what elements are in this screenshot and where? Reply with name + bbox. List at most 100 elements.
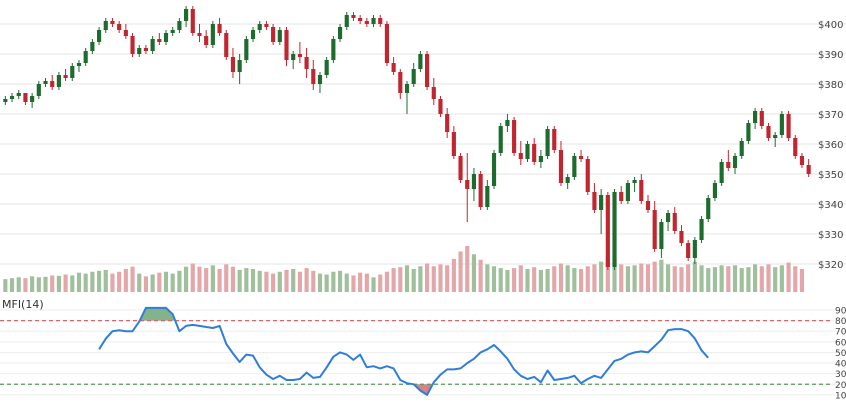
candle [786,111,791,141]
candle-body [445,114,450,132]
candle [123,24,128,39]
candle [619,186,624,204]
volume-bar [425,263,430,292]
candle [404,81,410,114]
candle-body [632,180,637,183]
candle [163,30,169,45]
candle-body [16,93,21,96]
volume-bar [210,265,215,292]
candle-body [425,54,430,87]
candle-body [304,57,309,69]
price-tick-label: $390 [818,50,843,61]
volume-bar [217,269,222,292]
volume-bar [451,258,456,292]
volume-bar [578,269,584,292]
candle-body [532,144,537,162]
volume-bar [184,266,189,292]
volume-bar [250,269,256,292]
candle-body [799,156,805,165]
volume-bar [753,264,758,292]
candle-body [612,192,617,267]
candle-body [311,69,316,84]
candle [552,126,557,153]
price-tick-label: $350 [818,170,843,181]
candle-body [163,33,169,42]
mfi-threshold-lines [0,320,832,385]
candle-body [324,60,329,75]
candle [271,24,276,45]
volume-bar [659,259,664,292]
candle [384,21,389,66]
candle [170,27,175,36]
candle-body [364,21,369,24]
candle-body [358,18,363,21]
candle [565,174,570,189]
candle [498,123,503,156]
volume-bar [404,265,410,292]
candle [398,69,403,99]
candle [445,108,450,138]
candle-body [291,54,296,60]
volume-bar [632,265,637,292]
candle [512,117,517,156]
mfi-tick-label: 10 [835,391,846,401]
volume-bar [50,275,55,292]
volume-bar [337,270,343,292]
candle-body [465,180,470,189]
price-tick-label: $340 [818,200,843,211]
candle [30,93,35,108]
candle [491,150,497,189]
candle-body [458,156,463,180]
volume-bar [237,269,242,292]
volume-bar [726,266,731,292]
candle [605,192,610,270]
volume-bar [36,277,41,292]
candle [799,153,805,168]
candle-body [746,123,751,141]
candle-body [605,195,610,267]
volume-bar [143,276,149,292]
candle [76,60,82,72]
candle [90,39,95,54]
volume-bar [130,266,135,292]
candle [277,27,282,45]
candle-body [779,114,784,135]
candle [793,135,798,159]
candle-body [76,63,82,66]
candle [645,195,651,213]
candle-body [619,192,624,201]
candle-body [578,156,584,159]
volume-bar [491,266,497,292]
mfi-tick-label: 50 [835,349,846,359]
candle-body [706,198,711,219]
volume-bar [759,266,764,292]
candle-body [639,180,644,201]
mfi-tick-label: 20 [835,381,846,391]
candle-body [672,213,677,231]
candle [291,51,296,69]
volume-bar [605,257,610,292]
volume-bar [545,269,550,292]
candle-body [224,33,229,57]
candle [177,18,182,33]
volume-bar [799,269,805,292]
candle-body [692,240,697,258]
candle-body [177,21,182,30]
volume-bar [63,274,68,292]
volume-bar [625,266,630,292]
candle-body [726,162,731,168]
candle-body [30,96,35,102]
volume-bar [645,264,651,292]
volume-bar [96,270,102,292]
candle [773,132,778,147]
candle-body [759,111,764,126]
volume-bar [779,265,784,292]
candle [117,21,122,33]
candle-body [572,156,577,177]
candle [311,60,316,90]
candle-body [518,153,523,159]
volume-bar [197,266,202,292]
candle-body [210,24,215,45]
candle-body [585,159,590,192]
candle-body [753,111,758,123]
